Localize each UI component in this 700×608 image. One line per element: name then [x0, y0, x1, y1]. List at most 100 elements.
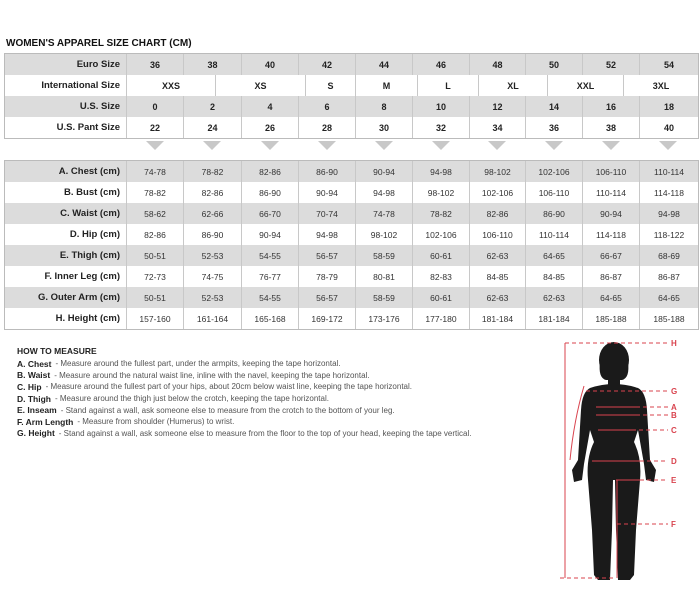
- down-arrow-icon: [582, 141, 639, 150]
- measurement-cell: 173-176: [356, 308, 413, 329]
- down-arrow-icon: [241, 141, 298, 150]
- row-label: C. Waist (cm): [5, 203, 127, 224]
- measurement-cell: 84-85: [470, 266, 526, 287]
- measurement-cell: 82-83: [413, 266, 470, 287]
- measurement-cell: 181-184: [470, 308, 526, 329]
- size-cell: 52: [583, 54, 640, 75]
- measurement-cell: 78-82: [413, 203, 470, 224]
- measurement-cell: 80-81: [356, 266, 413, 287]
- measurement-cell: 102-106: [470, 182, 526, 203]
- measure-text: - Measure from shoulder (Humerus) to wri…: [77, 417, 235, 427]
- down-arrow-icon: [355, 141, 412, 150]
- measurement-row: C. Waist (cm) 58-62 62-66 66-70 70-74 74-78 78…: [5, 203, 698, 224]
- measure-text: - Measure around the natural waist line,…: [54, 370, 370, 380]
- row-label: G. Outer Arm (cm): [5, 287, 127, 308]
- measure-text: - Stand against a wall, ask someone else…: [60, 405, 395, 415]
- measure-term: E. Inseam: [17, 405, 57, 416]
- measure-instruction: C. Hip - Measure around the fullest part …: [17, 381, 471, 393]
- how-to-measure-heading: HOW TO MEASURE: [17, 346, 97, 356]
- measurement-cell: 66-67: [583, 245, 640, 266]
- size-cell: 40: [242, 54, 299, 75]
- measurement-cell: 94-98: [658, 208, 680, 219]
- measurement-cell: 86-87: [658, 271, 680, 282]
- measurement-cell: 110-114: [526, 224, 583, 245]
- measurement-cell: 64-65: [658, 292, 680, 303]
- size-cell: XXL: [548, 75, 624, 96]
- down-arrows: [126, 141, 697, 150]
- measurement-row: A. Chest (cm) 74-78 78-82 82-86 86-90 90-94 94…: [5, 161, 698, 182]
- size-cell: 32: [413, 117, 470, 138]
- down-arrow-icon: [469, 141, 525, 150]
- measurement-cell: 78-82: [184, 161, 242, 182]
- measurement-cell: 118-122: [653, 229, 685, 240]
- row-label: H. Height (cm): [5, 308, 127, 329]
- measure-text: - Measure around the fullest part, under…: [55, 359, 341, 369]
- measurement-cell: 50-51: [127, 245, 184, 266]
- measurement-cell: 52-53: [184, 245, 242, 266]
- measure-term: B. Waist: [17, 370, 51, 381]
- row-label: U.S. Size: [5, 96, 127, 117]
- measure-instruction: F. Arm Length - Measure from shoulder (Hu…: [17, 416, 471, 428]
- measurement-cell: 90-94: [242, 224, 299, 245]
- measurement-cell: 169-172: [299, 308, 356, 329]
- measurement-cell: 90-94: [299, 182, 356, 203]
- measure-text: - Measure around the fullest part of you…: [45, 382, 412, 392]
- size-cell: 36: [127, 54, 184, 75]
- down-arrow-icon: [298, 141, 355, 150]
- measurement-cell: 74-75: [184, 266, 242, 287]
- row-label: International Size: [5, 75, 127, 96]
- marker-label: A: [671, 403, 677, 412]
- measurement-cell: 64-65: [583, 287, 640, 308]
- size-cell: 34: [470, 117, 526, 138]
- row-us-size: U.S. Size 0 2 4 6 8 10 12 14 16 18: [5, 96, 698, 117]
- measurement-cell: 86-90: [242, 182, 299, 203]
- size-cell: M: [356, 75, 418, 96]
- size-cell: 40: [663, 122, 674, 133]
- measurement-cell: 58-59: [356, 245, 413, 266]
- measure-instruction: E. Inseam - Stand against a wall, ask som…: [17, 404, 471, 416]
- measurement-cell: 82-86: [127, 224, 184, 245]
- size-cell: 0: [127, 96, 184, 117]
- measurement-row: G. Outer Arm (cm) 50-51 52-53 54-55 56-57 58-…: [5, 287, 698, 308]
- size-cell: 24: [184, 117, 242, 138]
- row-label: F. Inner Leg (cm): [5, 266, 127, 287]
- measurement-row: F. Inner Leg (cm) 72-73 74-75 76-77 78-79 80-…: [5, 266, 698, 287]
- row-label: E. Thigh (cm): [5, 245, 127, 266]
- measurement-cell: 98-102: [413, 182, 470, 203]
- measurement-cell: 86-90: [526, 203, 583, 224]
- marker-label: F: [671, 520, 676, 529]
- row-label: U.S. Pant Size: [5, 117, 127, 138]
- measurement-row: H. Height (cm) 157-160 161-164 165-168 169-1…: [5, 308, 698, 329]
- measurement-cell: 157-160: [127, 308, 184, 329]
- measurement-cell: 98-102: [470, 161, 526, 182]
- size-cell: 16: [583, 96, 640, 117]
- size-conversion-table: Euro Size 36 38 40 42 44 46 48 50 52 54 Internatio…: [4, 53, 699, 139]
- measure-instruction: G. Height - Stand against a wall, ask som…: [17, 428, 471, 440]
- marker-label: E: [671, 476, 677, 485]
- measurement-cell: 66-70: [242, 203, 299, 224]
- measurement-cell: 74-78: [127, 161, 184, 182]
- measurement-cell: 84-85: [526, 266, 583, 287]
- measurement-cell: 82-86: [242, 161, 299, 182]
- measurement-cell: 94-98: [299, 224, 356, 245]
- measurement-cell: 54-55: [242, 287, 299, 308]
- measurement-cell: 52-53: [184, 287, 242, 308]
- row-label: Euro Size: [5, 54, 127, 75]
- size-cell: 46: [413, 54, 470, 75]
- size-cell: 8: [356, 96, 413, 117]
- row-label: A. Chest (cm): [5, 161, 127, 182]
- size-cell: 3XL: [652, 80, 670, 91]
- measurements-table: A. Chest (cm) 74-78 78-82 82-86 86-90 90-94 94…: [4, 160, 699, 330]
- measurement-cell: 54-55: [242, 245, 299, 266]
- measurement-cell: 68-69: [658, 250, 680, 261]
- measure-term: F. Arm Length: [17, 416, 74, 427]
- how-to-measure: HOW TO MEASURE A. Chest - Measure around …: [17, 346, 471, 439]
- measure-text: - Measure around the thigh just below th…: [55, 394, 329, 404]
- measurement-cell: 110-114: [583, 182, 640, 203]
- size-cell: XXS: [127, 75, 216, 96]
- marker-label: G: [671, 387, 677, 396]
- row-us-pant-size: U.S. Pant Size 22 24 26 28 30 32 34 36 38 40: [5, 117, 698, 138]
- size-cell: 28: [299, 117, 356, 138]
- measurement-cell: 86-90: [184, 224, 242, 245]
